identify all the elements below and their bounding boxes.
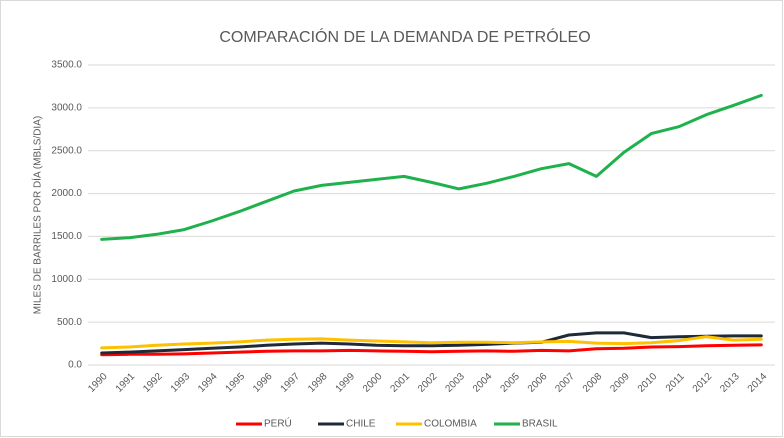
y-tick-label: 1500.0 xyxy=(51,231,82,242)
y-tick-label: 2000.0 xyxy=(51,188,82,199)
y-tick-label: 0.0 xyxy=(68,360,82,371)
series-line xyxy=(100,343,763,357)
y-tick-label: 3000.0 xyxy=(51,102,82,113)
y-axis-title: MILES DE BARRILES POR DÍA (MBLS/DIA) xyxy=(31,116,44,314)
chart-title: COMPARACIÓN DE LA DEMANDA DE PETRÓLEO xyxy=(219,27,590,46)
legend-label: COLOMBIA xyxy=(424,419,477,430)
legend-label: BRASIL xyxy=(522,419,558,430)
series-line xyxy=(100,331,763,355)
legend-label: CHILE xyxy=(346,419,376,430)
series-line xyxy=(100,93,763,241)
y-tick-label: 500.0 xyxy=(57,317,82,328)
y-tick-label: 3500.0 xyxy=(51,60,82,71)
series-line xyxy=(100,335,763,350)
y-tick-label: 2500.0 xyxy=(51,145,82,156)
y-tick-label: 1000.0 xyxy=(51,274,82,285)
legend-label: PERÚ xyxy=(264,417,292,430)
